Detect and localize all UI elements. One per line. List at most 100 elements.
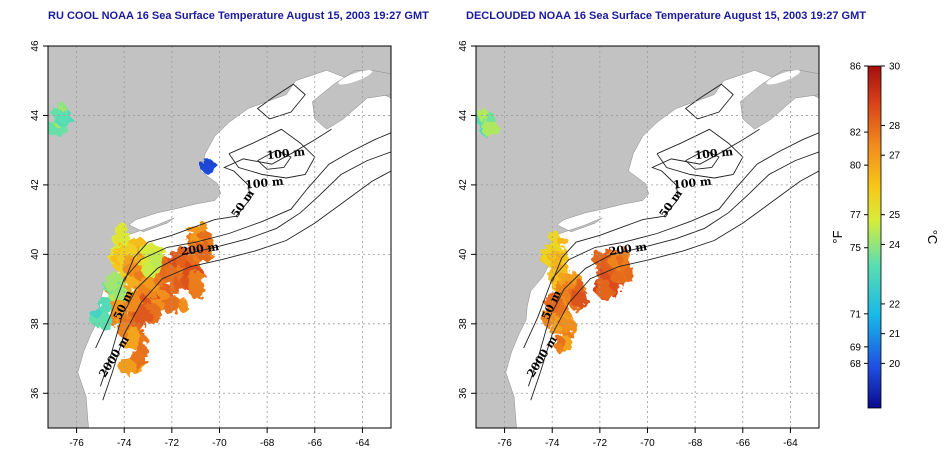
sst-pixel-cluster [550, 229, 558, 248]
sst-pixel-cluster [188, 278, 204, 300]
isobath-gom3 [256, 83, 306, 120]
sst-pixel-cluster [575, 279, 585, 294]
colorbar-label-f: 82 [850, 128, 862, 139]
isobath-c2000 [530, 170, 819, 401]
left-map-title: RU COOL NOAA 16 Sea Surface Temperature … [48, 10, 429, 22]
colorbar-label-c: 24 [889, 240, 901, 251]
colorbar-label-f: 80 [850, 161, 862, 172]
contour-label: 100 m [266, 145, 306, 162]
contour-label: 100 m [694, 145, 734, 162]
sst-pixel-cluster [163, 296, 180, 314]
lon-tick-label: -68 [688, 438, 703, 449]
sst-pixel-cluster [196, 240, 212, 262]
sst-pixel-cluster [140, 274, 156, 287]
land-mass [476, 46, 819, 428]
nova-scotia-land [312, 70, 391, 130]
bay-of-fundy [338, 70, 373, 85]
graticule [48, 46, 391, 428]
isobath-gom3 [684, 83, 734, 120]
sst-pixel-cluster [127, 325, 141, 347]
sst-pixel-cluster [481, 121, 500, 137]
contour-label: 200 m [608, 240, 648, 258]
isobath-c50 [123, 128, 332, 283]
colorbar-label-c: 20 [889, 359, 901, 370]
sst-pixel-cluster [99, 312, 112, 332]
sst-pixel-cluster [118, 357, 136, 376]
lon-tick-label: -72 [593, 438, 608, 449]
sst-pixel-cluster [121, 342, 141, 349]
isobath-gom2 [685, 149, 720, 170]
lon-tick-label: -74 [545, 438, 560, 449]
lon-tick-label: -66 [736, 438, 751, 449]
sst-pixel-cluster [173, 277, 185, 292]
colorbar-label-f: 69 [850, 342, 862, 353]
sst-pixel-cluster [624, 266, 633, 283]
sst-pixel-cluster [150, 259, 162, 268]
lat-tick-label: 38 [30, 318, 41, 330]
lat-tick-label: 46 [30, 40, 41, 52]
sst-pixel-cluster [188, 271, 205, 282]
isobath-c2000 [102, 170, 391, 401]
colorbar-label-c: 25 [889, 210, 901, 221]
contour-label: 100 m [245, 175, 285, 192]
lon-tick-label: -64 [355, 438, 370, 449]
lon-tick-label: -66 [308, 438, 323, 449]
sst-pixel-cluster [179, 298, 189, 314]
colorbar-label-c: 22 [889, 299, 901, 310]
lat-tick-label: 36 [458, 387, 469, 399]
right-map-title: DECLOUDED NOAA 16 Sea Surface Temperatur… [466, 10, 866, 22]
lat-tick-label: 40 [30, 248, 41, 260]
nova-scotia-land [740, 70, 819, 130]
graticule [476, 46, 819, 428]
lat-tick-label: 38 [458, 318, 469, 330]
isobath-c50 [551, 128, 760, 283]
isobath-c100 [95, 132, 391, 349]
colorbar-label-c: 28 [889, 121, 901, 132]
sst-pixel-cluster [149, 251, 159, 261]
sst-pixel-cluster [610, 271, 625, 284]
lon-tick-label: -68 [260, 438, 275, 449]
lat-tick-label: 44 [30, 109, 41, 121]
lat-tick-label: 42 [30, 179, 41, 191]
lon-tick-label: -70 [640, 438, 655, 449]
sst-pixel-cluster [133, 307, 153, 326]
sst-pixel-cluster [186, 225, 205, 233]
lat-tick-label: 46 [458, 40, 469, 52]
colorbar-label-c: 30 [889, 62, 901, 73]
lon-tick-label: -76 [497, 438, 512, 449]
sst-pixel-cluster [555, 336, 565, 344]
sst-pixel-cluster [144, 290, 158, 299]
lat-tick-label: 36 [30, 387, 41, 399]
land-mass [48, 46, 391, 428]
fahrenheit-unit-label: °F [830, 230, 845, 243]
sst-pixel-cluster [104, 276, 118, 291]
temperature-colorbar: 30 28 27 25 24 22 21 20 86 82 80 77 75 71 69 68 °F °C [830, 62, 940, 409]
lat-tick-label: 40 [458, 248, 469, 260]
lon-tick-label: -74 [117, 438, 132, 449]
colorbar-label-c: 27 [889, 151, 901, 162]
sst-pixel-cluster [110, 313, 117, 327]
sst-pixel-cluster [569, 291, 588, 308]
lat-tick-label: 44 [458, 109, 469, 121]
colorbar-label-f: 71 [850, 309, 862, 320]
colorbar-label-f: 68 [850, 359, 862, 370]
isobath-gom2 [257, 149, 292, 170]
colorbar-label-f: 75 [850, 243, 862, 254]
colorbar-label-f: 86 [850, 62, 862, 73]
sst-pixel-cluster [58, 109, 68, 125]
colorbar-gradient [867, 65, 882, 409]
celsius-unit-label: °C [925, 230, 940, 245]
sst-pixel-cluster [199, 164, 216, 172]
lon-tick-label: -64 [783, 438, 798, 449]
colorbar-label-c: 21 [889, 329, 901, 340]
colorbar-label-f: 77 [850, 210, 862, 221]
sst-pixel-cluster [197, 231, 213, 240]
contour-label: 100 m [673, 175, 713, 192]
lat-tick-label: 42 [458, 179, 469, 191]
bay-of-fundy [766, 70, 801, 85]
sst-pixel-cluster [99, 296, 112, 314]
sst-pixel-cluster [561, 318, 577, 335]
